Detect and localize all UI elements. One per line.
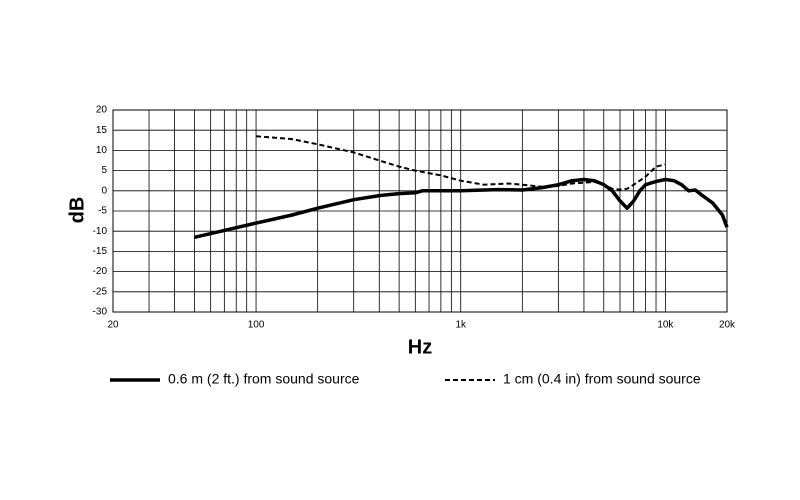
x-axis-title: Hz [408,336,432,358]
y-tick-label: 15 [96,125,108,136]
x-tick-label: 10k [657,320,674,331]
legend-label: 0.6 m (2 ft.) from sound source [168,371,360,387]
y-tick-label: -20 [93,266,108,277]
x-tick-label: 20k [719,320,736,331]
y-tick-label: 5 [101,165,107,176]
y-axis-title: dB [66,197,88,224]
y-tick-label: -5 [98,206,107,217]
plot-frame [112,109,728,313]
y-tick-label: 0 [101,185,107,196]
legend-label: 1 cm (0.4 in) from sound source [503,371,701,387]
y-tick-label: -10 [93,226,108,237]
y-tick-label: -25 [93,286,108,297]
x-tick-label: 20 [107,320,119,331]
y-tick-label: 10 [96,145,108,156]
series-line [256,135,666,191]
y-tick-label: -30 [93,307,108,318]
y-tick-label: -15 [93,246,108,257]
x-tick-label: 100 [248,320,265,331]
y-tick-label: 20 [96,105,108,116]
x-tick-label: 1k [455,320,467,331]
series-line [194,177,729,240]
